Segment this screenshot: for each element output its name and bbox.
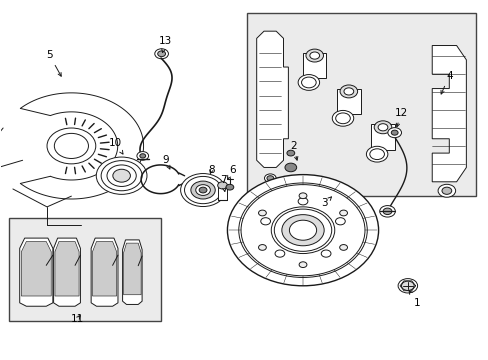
Circle shape xyxy=(339,244,347,250)
Circle shape xyxy=(286,150,294,156)
Circle shape xyxy=(298,75,319,90)
Circle shape xyxy=(47,128,96,164)
Text: 1: 1 xyxy=(408,291,420,308)
Circle shape xyxy=(299,193,306,199)
Text: 11: 11 xyxy=(70,314,84,324)
Circle shape xyxy=(195,185,210,195)
Circle shape xyxy=(199,187,206,193)
Circle shape xyxy=(366,146,387,162)
Circle shape xyxy=(281,215,324,246)
Circle shape xyxy=(225,184,233,190)
Polygon shape xyxy=(92,242,116,296)
Circle shape xyxy=(305,49,323,62)
Circle shape xyxy=(285,163,296,172)
Circle shape xyxy=(54,134,88,158)
Polygon shape xyxy=(123,243,141,295)
Circle shape xyxy=(289,220,316,240)
Bar xyxy=(303,53,326,78)
Circle shape xyxy=(180,174,225,207)
Circle shape xyxy=(299,262,306,267)
Text: 10: 10 xyxy=(109,139,123,154)
Text: 9: 9 xyxy=(162,155,169,169)
Circle shape xyxy=(158,51,165,57)
Circle shape xyxy=(298,198,307,205)
Circle shape xyxy=(335,218,345,225)
Circle shape xyxy=(339,210,347,216)
Bar xyxy=(246,13,475,196)
Text: 2: 2 xyxy=(289,141,297,160)
Circle shape xyxy=(271,207,334,253)
Circle shape xyxy=(258,244,266,250)
Bar xyxy=(370,125,394,149)
Polygon shape xyxy=(256,31,288,167)
Text: 3: 3 xyxy=(321,197,331,208)
Text: 12: 12 xyxy=(394,108,407,127)
Circle shape xyxy=(140,154,145,158)
Circle shape xyxy=(373,121,391,134)
Circle shape xyxy=(379,206,394,217)
Polygon shape xyxy=(20,238,53,306)
Bar xyxy=(336,89,360,114)
Polygon shape xyxy=(91,238,118,306)
Polygon shape xyxy=(122,240,142,305)
Circle shape xyxy=(217,182,227,189)
Polygon shape xyxy=(21,242,51,296)
Circle shape xyxy=(190,181,215,199)
Polygon shape xyxy=(55,242,79,296)
Text: 4: 4 xyxy=(440,71,452,94)
Text: 13: 13 xyxy=(159,36,172,53)
Circle shape xyxy=(96,157,147,194)
Circle shape xyxy=(266,176,273,181)
Circle shape xyxy=(264,174,276,183)
Circle shape xyxy=(113,169,130,182)
Circle shape xyxy=(382,208,391,215)
Circle shape xyxy=(377,124,387,131)
Text: 8: 8 xyxy=(207,165,214,175)
Circle shape xyxy=(260,218,270,225)
Circle shape xyxy=(258,210,266,216)
Bar xyxy=(217,187,227,200)
Circle shape xyxy=(401,281,413,291)
Circle shape xyxy=(155,49,168,59)
Circle shape xyxy=(137,152,148,160)
Circle shape xyxy=(339,85,357,98)
Circle shape xyxy=(227,175,378,286)
Text: 7: 7 xyxy=(219,175,226,192)
Circle shape xyxy=(331,111,353,126)
Circle shape xyxy=(321,250,330,257)
Circle shape xyxy=(343,88,353,95)
Polygon shape xyxy=(54,238,80,306)
Circle shape xyxy=(397,279,417,293)
Circle shape xyxy=(309,52,319,59)
Text: 5: 5 xyxy=(46,50,61,76)
Polygon shape xyxy=(431,45,466,182)
Circle shape xyxy=(390,130,397,135)
Circle shape xyxy=(274,250,284,257)
Text: 6: 6 xyxy=(227,165,236,179)
Circle shape xyxy=(387,128,401,138)
Bar xyxy=(9,219,160,320)
Circle shape xyxy=(441,187,451,194)
Circle shape xyxy=(437,184,455,197)
